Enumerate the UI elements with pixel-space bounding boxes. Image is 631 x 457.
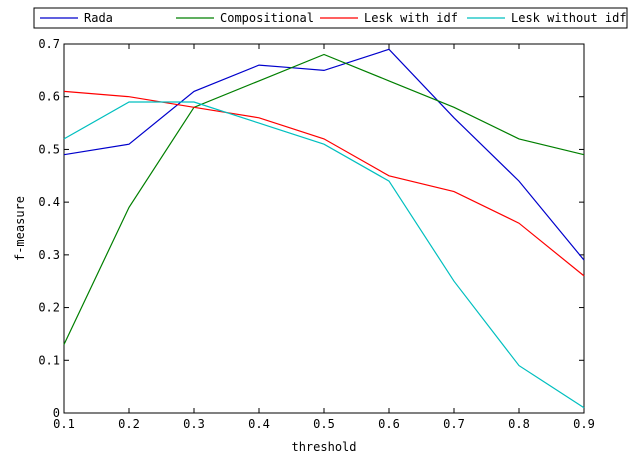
series-line-rada: [63, 48, 585, 261]
x-tick-label: 0.1: [53, 417, 75, 431]
legend-entry: Compositional: [220, 11, 314, 25]
y-tick-label: 0: [53, 406, 60, 420]
x-axis-label: threshold: [291, 440, 356, 454]
legend-entry: Lesk without idf: [511, 11, 627, 25]
y-tick-label: 0.5: [38, 142, 60, 156]
y-tick-label: 0.6: [38, 90, 60, 104]
y-tick-label: 0.7: [38, 37, 60, 51]
y-axis-label: f-measure: [13, 196, 27, 261]
x-tick-label: 0.8: [508, 417, 530, 431]
y-tick-label: 0.2: [38, 301, 60, 315]
x-tick-label: 0.7: [443, 417, 465, 431]
y-tick-label: 0.4: [38, 195, 60, 209]
x-tick-label: 0.3: [183, 417, 205, 431]
y-tick-label: 0.1: [38, 353, 60, 367]
series-lines: [63, 48, 585, 409]
x-tick-label: 0.5: [313, 417, 335, 431]
x-tick-label: 0.2: [118, 417, 140, 431]
legend: Rada Compositional Lesk with idf Lesk witho…: [33, 7, 628, 29]
axis-ticks: [63, 43, 585, 414]
series-line-lesk-with-idf: [63, 90, 585, 277]
axis-tick-labels: 0.1 0.2 0.3 0.4 0.5 0.6 0.7 0.8 0.900.10.20.30.4…: [38, 37, 595, 431]
series-line-compositional: [63, 53, 585, 345]
y-tick-label: 0.3: [38, 248, 60, 262]
x-tick-label: 0.4: [248, 417, 270, 431]
x-tick-label: 0.6: [378, 417, 400, 431]
series-line-lesk-without-idf: [63, 101, 585, 409]
x-tick-label: 0.9: [573, 417, 595, 431]
legend-entry: Lesk with idf: [364, 11, 458, 25]
legend-entry: Rada: [84, 11, 113, 25]
